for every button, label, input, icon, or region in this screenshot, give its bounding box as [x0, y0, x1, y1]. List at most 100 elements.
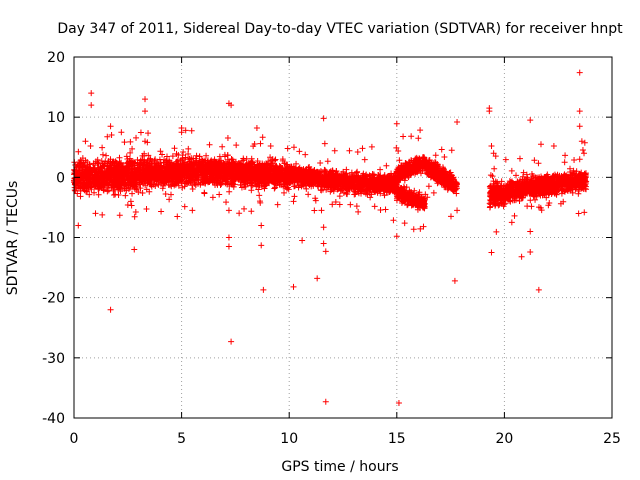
data-point	[133, 134, 140, 141]
data-point	[180, 174, 187, 181]
data-point	[157, 164, 164, 171]
data-point	[197, 181, 204, 188]
data-point	[188, 165, 195, 172]
data-point	[126, 158, 133, 165]
data-point	[73, 169, 80, 176]
data-point	[152, 173, 159, 180]
data-point	[170, 166, 177, 173]
data-point	[185, 151, 192, 158]
data-point	[165, 181, 172, 188]
data-point	[84, 172, 91, 179]
data-point	[163, 153, 170, 160]
data-point	[161, 179, 168, 186]
data-point	[196, 161, 203, 168]
data-point	[183, 172, 190, 179]
data-point	[105, 187, 112, 194]
data-point	[148, 183, 155, 190]
data-point	[144, 180, 151, 187]
data-point	[86, 191, 93, 198]
data-point	[127, 149, 134, 156]
data-point	[87, 183, 94, 190]
data-point	[167, 161, 174, 168]
data-point	[172, 172, 179, 179]
data-point	[166, 157, 173, 164]
data-point	[99, 211, 106, 218]
data-point	[119, 176, 126, 183]
data-point	[159, 185, 166, 192]
data-point	[157, 175, 164, 182]
data-point	[180, 160, 187, 167]
data-point	[194, 168, 201, 175]
data-point	[101, 182, 108, 189]
data-point	[94, 172, 101, 179]
data-point	[109, 159, 116, 166]
data-point	[173, 158, 180, 165]
data-point	[143, 186, 150, 193]
data-point	[176, 167, 183, 174]
data-point	[127, 198, 134, 205]
data-point	[100, 187, 107, 194]
data-point	[104, 188, 111, 195]
data-point	[110, 159, 117, 166]
data-point	[159, 151, 166, 158]
data-point	[71, 187, 78, 194]
data-point	[169, 177, 176, 184]
data-point	[102, 174, 109, 181]
data-point	[196, 153, 203, 160]
data-point	[103, 165, 110, 172]
data-point	[116, 154, 123, 161]
data-point	[125, 186, 132, 193]
data-point	[101, 162, 108, 169]
data-point	[78, 159, 85, 166]
data-point	[111, 173, 118, 180]
data-point	[179, 156, 186, 163]
data-point	[167, 178, 174, 185]
data-point	[184, 180, 191, 187]
data-point	[152, 166, 159, 173]
data-point	[153, 172, 160, 179]
data-point	[108, 131, 115, 138]
data-point	[156, 156, 163, 163]
data-point	[122, 192, 129, 199]
data-point	[167, 171, 174, 178]
data-point	[137, 175, 144, 182]
data-point	[127, 184, 134, 191]
data-point	[82, 157, 89, 164]
data-point	[173, 167, 180, 174]
data-point	[107, 156, 114, 163]
data-point	[112, 180, 119, 187]
data-point	[120, 166, 127, 173]
data-point	[173, 180, 180, 187]
data-point	[162, 191, 169, 198]
data-point	[80, 183, 87, 190]
data-point	[129, 145, 136, 152]
data-point	[194, 176, 201, 183]
data-point	[100, 163, 107, 170]
data-point	[105, 181, 112, 188]
data-point	[161, 169, 168, 176]
data-point	[165, 167, 172, 174]
data-point	[139, 189, 146, 196]
data-point	[99, 144, 106, 151]
data-point	[160, 159, 167, 166]
data-point	[171, 162, 178, 169]
data-point	[72, 187, 79, 194]
data-point	[85, 167, 92, 174]
data-point	[169, 153, 176, 160]
data-point	[131, 213, 138, 220]
data-point	[77, 172, 84, 179]
data-point	[132, 208, 139, 215]
data-point	[111, 184, 118, 191]
data-point	[124, 201, 131, 208]
data-point	[133, 186, 140, 193]
data-point	[91, 189, 98, 196]
data-point	[86, 175, 93, 182]
data-point	[98, 168, 105, 175]
data-point	[181, 183, 188, 190]
data-point	[77, 193, 84, 200]
data-point	[172, 163, 179, 170]
data-point	[191, 177, 198, 184]
data-point	[137, 185, 144, 192]
data-point	[108, 166, 115, 173]
